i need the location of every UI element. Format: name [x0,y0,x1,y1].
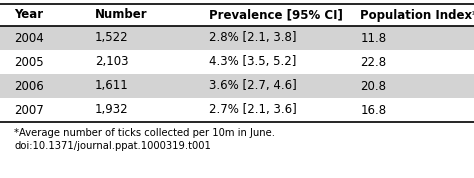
Text: doi:10.1371/journal.ppat.1000319.t001: doi:10.1371/journal.ppat.1000319.t001 [14,141,211,151]
Text: 2.7% [2.1, 3.6]: 2.7% [2.1, 3.6] [209,103,296,116]
Bar [0,26,474,50]
Bar [0,74,474,98]
Text: 1,522: 1,522 [95,32,128,44]
Text: 3.6% [2.7, 4.6]: 3.6% [2.7, 4.6] [209,80,296,93]
Text: 11.8: 11.8 [360,32,386,44]
Text: 4.3% [3.5, 5.2]: 4.3% [3.5, 5.2] [209,56,296,69]
Text: 16.8: 16.8 [360,103,386,116]
Text: 1,611: 1,611 [95,80,128,93]
Bar [0,50,474,74]
Text: 20.8: 20.8 [360,80,386,93]
Text: 2006: 2006 [14,80,44,93]
Text: Prevalence [95% CI]: Prevalence [95% CI] [209,9,342,22]
Bar [0,4,474,26]
Text: 2005: 2005 [14,56,44,69]
Text: *Average number of ticks collected per 10m in June.: *Average number of ticks collected per 1… [14,128,275,138]
Text: Population Index*: Population Index* [360,9,474,22]
Text: 2,103: 2,103 [95,56,128,69]
Text: Year: Year [14,9,43,22]
Text: 2004: 2004 [14,32,44,44]
Text: 2007: 2007 [14,103,44,116]
Bar [0,98,474,122]
Text: Number: Number [95,9,147,22]
Text: 22.8: 22.8 [360,56,386,69]
Text: 1,932: 1,932 [95,103,128,116]
Text: 2.8% [2.1, 3.8]: 2.8% [2.1, 3.8] [209,32,296,44]
